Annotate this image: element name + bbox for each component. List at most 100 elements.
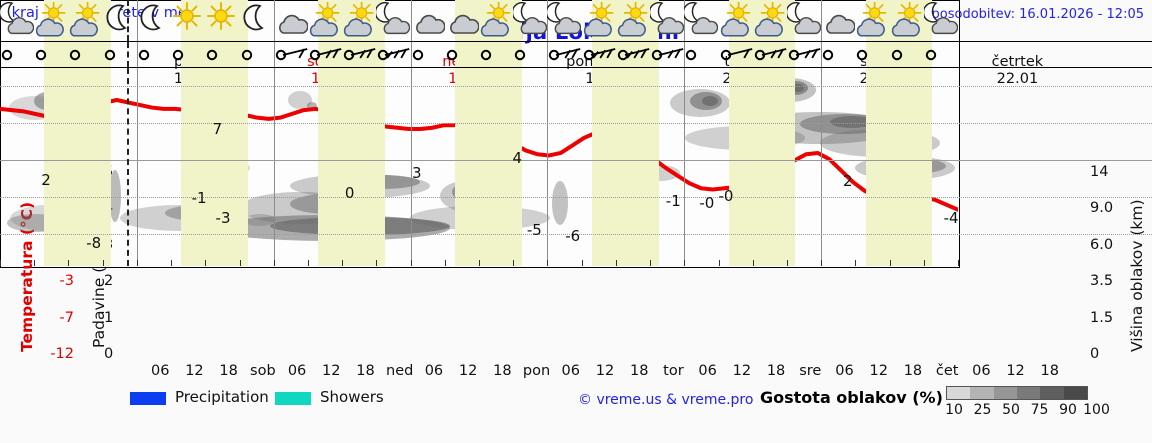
temperature-point-label-4: -0 [699, 193, 715, 212]
cloud-icon [445, 2, 480, 40]
x-tick-23 [786, 260, 788, 266]
day-gridline-3 [410, 0, 412, 41]
sun-cloud-icon [753, 1, 787, 40]
temperature-point-label-3: 4 [512, 149, 523, 168]
x-tick-label-4: 06 [287, 363, 307, 379]
cloud-density-step-25 [970, 387, 994, 399]
cloud-density-label-25: 25 [973, 402, 992, 418]
cloud-density-step-90 [1040, 387, 1064, 399]
cloud-icon [274, 2, 309, 40]
cloud-density-scale-labels: 10 25 50 75 90 100 [938, 402, 1110, 420]
day-header-6: četrtek 22.01 [949, 54, 1086, 90]
day-name: četrtek [991, 54, 1044, 70]
x-tick-8 [273, 260, 275, 266]
x-tick-label-7: ned [386, 363, 414, 379]
temperature-point-label-5: 2 [843, 171, 853, 190]
sun-cloud-icon [719, 1, 753, 40]
current-time-marker [127, 68, 130, 266]
daylight-band-0 [44, 42, 112, 67]
x-tick-label-25: 12 [1006, 363, 1025, 379]
wind-barb-6 [205, 42, 239, 68]
moon-cloud-icon [648, 2, 685, 40]
moon-cloud-icon [375, 2, 411, 40]
cloud-density-label-50: 50 [1002, 402, 1020, 418]
day-gridline-4 [547, 42, 549, 67]
day-gridline-6 [821, 42, 823, 67]
cloud-height-tick-0: 14 [1090, 164, 1109, 180]
wind-barb-11 [376, 42, 410, 68]
x-tick-label-8: 06 [424, 363, 444, 379]
cloud-density-patch [109, 170, 121, 222]
temperature-point-label-9: -1 [665, 191, 681, 210]
copyright-link[interactable]: © vreme.us & vreme.pro [578, 392, 754, 408]
moon-cloud-icon [546, 2, 582, 40]
sun-cloud-icon [342, 1, 376, 40]
cloud-density-patch [552, 181, 568, 225]
cloud-icon [411, 2, 446, 40]
cloud-density-label-10: 10 [945, 402, 963, 418]
day-gridline-3 [410, 68, 412, 266]
daylight-band-1 [181, 68, 249, 266]
cloud-height-tick-1: 9.0 [1090, 200, 1114, 217]
temperature-point-label-0: 2 [41, 170, 51, 189]
day-gridline-5 [684, 68, 686, 266]
temperature-point-label-1: 7 [212, 120, 223, 139]
cloud-density-step-50 [993, 387, 1017, 399]
x-tick-4 [136, 260, 138, 266]
daylight-band-3 [455, 68, 522, 266]
h-gridline-3 [0, 197, 1152, 198]
x-axis-tick-labels: 06 12 18 sob 06 12 18 ned 06 12 18 pon 06 12 18 tor 06 12… [126, 363, 1086, 383]
cloud-density-patch [670, 89, 730, 117]
showers-legend-label: Showers [320, 388, 384, 406]
moon-icon [240, 2, 274, 40]
wind-barb-26 [890, 42, 924, 68]
showers-swatch [275, 392, 311, 405]
x-tick-10 [342, 260, 344, 266]
x-tick-label-1: 12 [185, 363, 204, 379]
x-tick-label-17: 12 [732, 363, 752, 379]
x-tick-label-26: 18 [1040, 363, 1060, 379]
wind-barb-19 [650, 42, 684, 68]
daylight-band-3 [455, 42, 522, 67]
x-tick-label-9: 12 [458, 363, 478, 379]
day-gridline-1 [136, 68, 138, 266]
wind-barb-4 [137, 42, 171, 68]
x-tick-22 [752, 260, 754, 266]
day-gridline-1 [136, 0, 138, 41]
moon-cloud-icon [785, 2, 822, 40]
day-date: 22.01 [996, 71, 1039, 87]
x-tick-label-24: 06 [972, 363, 991, 379]
wind-barb-1 [34, 42, 68, 68]
precipitation-legend-label: Precipitation [175, 388, 269, 406]
wind-barb-23 [787, 42, 821, 68]
wind-barb-21 [719, 42, 753, 68]
wind-barb-24 [821, 42, 855, 68]
sun-cloud-icon [855, 1, 889, 40]
cloud-density-scale-bar [946, 386, 1088, 400]
day-gridline-6 [821, 0, 823, 41]
current-time-marker [127, 0, 130, 41]
daylight-band-2 [318, 68, 385, 266]
cloud-height-tick-3: 3.5 [1090, 273, 1114, 290]
cloud-density-patch [690, 92, 722, 110]
daylight-band-6 [865, 42, 933, 67]
x-tick-label-23: čet [935, 363, 959, 379]
moon-cloud-icon [511, 2, 548, 40]
wind-barb-13 [445, 42, 479, 68]
day-gridline-4 [547, 68, 549, 266]
sun-cloud-icon [34, 1, 68, 40]
x-tick-13 [444, 260, 446, 266]
temperature-tick-4: -7 [59, 309, 74, 326]
temperature-point-label-12: -6 [565, 227, 581, 246]
x-tick-25 [855, 260, 857, 266]
x-tick-0 [0, 260, 1, 266]
cloud-height-tick-4: 1.5 [1090, 309, 1114, 326]
daylight-band-1 [181, 0, 249, 41]
temperature-point-label-2: 3 [411, 164, 422, 183]
h-gridline-4 [0, 234, 1152, 235]
sun-cloud-icon [68, 1, 102, 40]
day-gridline-6 [821, 68, 823, 266]
x-tick-21 [718, 260, 720, 266]
temperature-point-label-13: -0 [718, 186, 734, 205]
x-tick-label-22: 18 [903, 363, 923, 379]
